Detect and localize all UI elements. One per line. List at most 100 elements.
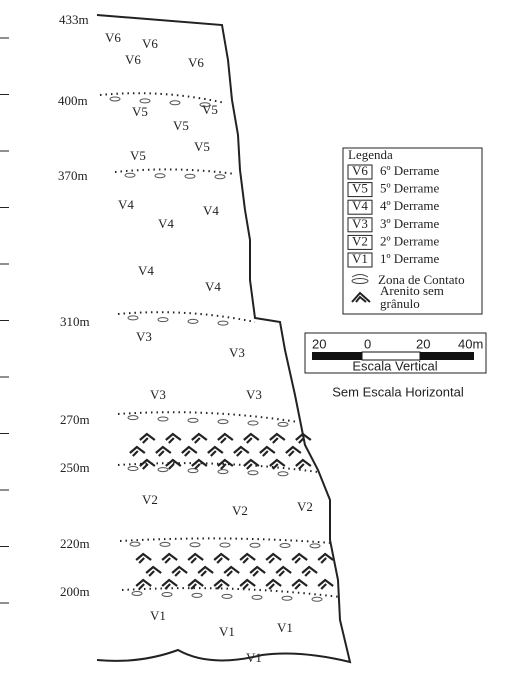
legend-label: 5º Derrame bbox=[380, 181, 439, 196]
legend-label: grânulo bbox=[380, 296, 420, 311]
elevation-label: 270m bbox=[60, 412, 90, 427]
legend-symbol: V6 bbox=[352, 163, 368, 178]
sandstone-chevron bbox=[166, 460, 181, 469]
flow-label: V4 bbox=[138, 263, 154, 278]
sandstone-chevron bbox=[318, 554, 333, 563]
sandstone-chevron bbox=[166, 434, 181, 443]
contact-oval bbox=[160, 542, 170, 546]
contact-oval bbox=[310, 544, 320, 548]
contact-oval bbox=[312, 597, 322, 601]
sandstone-chevron bbox=[188, 580, 203, 589]
contact-line bbox=[120, 538, 332, 543]
scale-title: Escala Vertical bbox=[352, 358, 437, 373]
sandstone-chevron bbox=[218, 434, 233, 443]
sandstone-chevron bbox=[214, 554, 229, 563]
flow-label: V4 bbox=[205, 279, 221, 294]
contact-oval bbox=[278, 422, 288, 426]
sandstone-chevron bbox=[224, 567, 239, 576]
contact-oval bbox=[132, 591, 142, 595]
legend-symbol: V4 bbox=[352, 198, 368, 213]
scale-tick: 20 bbox=[416, 336, 430, 351]
contact-oval bbox=[170, 101, 180, 105]
sandstone-chevron bbox=[286, 447, 301, 456]
elevation-label: 250m bbox=[60, 460, 90, 475]
flow-label: V6 bbox=[105, 30, 121, 45]
sandstone-chevron bbox=[140, 460, 155, 469]
contact-oval bbox=[128, 467, 138, 471]
legend-label: 1º Derrame bbox=[380, 251, 439, 266]
legend-label: 4º Derrame bbox=[380, 198, 439, 213]
contact-line bbox=[118, 312, 255, 322]
contact-oval bbox=[280, 544, 290, 548]
flow-label: V5 bbox=[130, 148, 146, 163]
flow-label: V1 bbox=[219, 624, 235, 639]
sandstone-chevron bbox=[266, 554, 281, 563]
contact-oval bbox=[130, 542, 140, 546]
sandstone-chevron bbox=[198, 567, 213, 576]
contact-oval bbox=[218, 321, 228, 325]
contact-oval bbox=[282, 596, 292, 600]
sandstone-chevron bbox=[162, 580, 177, 589]
legend-label: 6º Derrame bbox=[380, 163, 439, 178]
contact-oval bbox=[128, 416, 138, 420]
contact-oval bbox=[188, 469, 198, 473]
elevation-label: 370m bbox=[58, 168, 88, 183]
scale-tick: 40m bbox=[458, 336, 483, 351]
contact-oval bbox=[250, 543, 260, 547]
flow-label: V5 bbox=[194, 139, 210, 154]
flow-label: V2 bbox=[142, 492, 158, 507]
contact-line bbox=[122, 588, 340, 597]
sandstone-chevron bbox=[182, 447, 197, 456]
elevation-label: 310m bbox=[60, 314, 90, 329]
contact-oval bbox=[248, 471, 258, 475]
contact-oval bbox=[220, 543, 230, 547]
flow-label: V3 bbox=[246, 387, 262, 402]
contact-oval bbox=[155, 174, 165, 178]
flow-label: V1 bbox=[246, 650, 262, 665]
sandstone-chevron bbox=[276, 567, 291, 576]
contact-oval bbox=[248, 421, 258, 425]
legend-symbol: V2 bbox=[352, 233, 368, 248]
contact-oval bbox=[192, 593, 202, 597]
sandstone-chevron bbox=[218, 460, 233, 469]
sandstone-chevron bbox=[156, 447, 171, 456]
side-ticks bbox=[0, 38, 9, 603]
contact-oval bbox=[158, 417, 168, 421]
sandstone-chevron bbox=[292, 580, 307, 589]
contact-oval bbox=[110, 97, 120, 101]
flow-label: V1 bbox=[150, 608, 166, 623]
sandstone-chevron bbox=[250, 567, 265, 576]
contact-oval bbox=[190, 543, 200, 547]
sandstone-chevron bbox=[130, 447, 145, 456]
contact-oval bbox=[188, 319, 198, 323]
legend-label: 2º Derrame bbox=[380, 233, 439, 248]
sandstone-chevron bbox=[266, 580, 281, 589]
contact-oval bbox=[185, 174, 195, 178]
contact-oval bbox=[158, 318, 168, 322]
contact-oval bbox=[218, 470, 228, 474]
sandstone-chevron bbox=[318, 580, 333, 589]
legend-symbol: V3 bbox=[352, 216, 368, 231]
sandstone-chevron bbox=[240, 580, 255, 589]
flow-label: V3 bbox=[136, 329, 152, 344]
contact-oval bbox=[188, 418, 198, 422]
flow-label: V3 bbox=[229, 345, 245, 360]
sandstone-chevron bbox=[162, 554, 177, 563]
flow-label: V6 bbox=[125, 52, 141, 67]
elevation-label: 400m bbox=[58, 93, 88, 108]
sandstone-chevron bbox=[296, 460, 311, 469]
flow-label: V5 bbox=[202, 102, 218, 117]
flow-label: V6 bbox=[188, 55, 204, 70]
contact-oval bbox=[252, 595, 262, 599]
contact-oval bbox=[125, 173, 135, 177]
sandstone-chevron bbox=[244, 434, 259, 443]
contact-oval bbox=[222, 594, 232, 598]
sandstone-chevron bbox=[240, 554, 255, 563]
sandstone-chevron bbox=[136, 554, 151, 563]
sandstone-chevron bbox=[292, 554, 307, 563]
sandstone-chevron bbox=[260, 447, 275, 456]
sandstone-chevron bbox=[234, 447, 249, 456]
scale: 20 0 20 40m Escala Vertical Sem Escala H… bbox=[305, 333, 486, 399]
flow-label: V5 bbox=[173, 118, 189, 133]
